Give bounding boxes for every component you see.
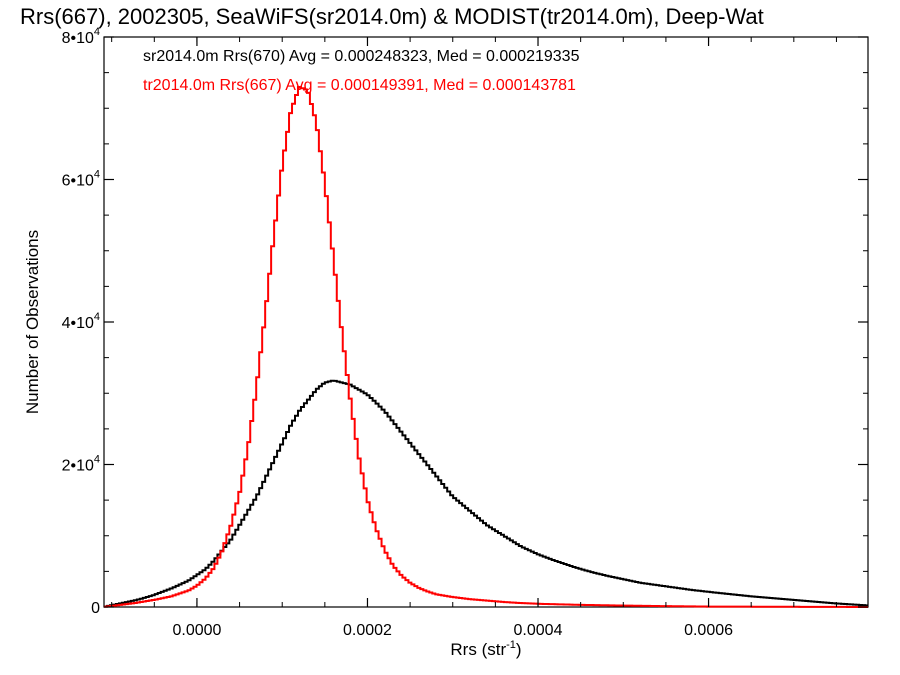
x-tick-label-2: 0.0004	[514, 622, 563, 639]
legend-entry-1: sr2014.0m Rrs(670) Avg = 0.000248323, Me…	[143, 48, 580, 65]
chart-title: Rrs(667), 2002305, SeaWiFS(sr2014.0m) & …	[20, 4, 764, 29]
x-axis-label-exponent: -1	[506, 639, 516, 651]
x-axis-label-main: Rrs (str	[450, 640, 506, 659]
y-tick-label-1: 2•104	[62, 454, 100, 475]
y-tick-label-3: 6•104	[62, 169, 100, 190]
x-tick-label-1: 0.0002	[343, 622, 392, 639]
x-tick-label-3: 0.0006	[684, 622, 733, 639]
x-tick-label-0: 0.0000	[172, 622, 221, 639]
series-line-1	[104, 379, 868, 608]
series-line-2	[104, 85, 868, 608]
plot-area: 0.0000 0.0002 0.0004 0.0006 0 2•104 4•104 6•104…	[62, 26, 869, 639]
y-axis-label: Number of Observations	[23, 230, 42, 414]
y-tick-label-0: 0	[91, 600, 100, 617]
ticks-layer: 0.0000 0.0002 0.0004 0.0006 0 2•104 4•104 6•104…	[62, 26, 868, 639]
y-tick-label-2: 4•104	[62, 311, 100, 332]
plot-frame	[103, 36, 869, 608]
legend-entry-2: tr2014.0m Rrs(667) Avg = 0.000149391, Me…	[143, 77, 576, 94]
y-tick-label-4: 8•104	[62, 26, 100, 47]
x-axis-label: Rrs (str-1)	[450, 639, 521, 659]
x-axis-label-close: )	[516, 640, 522, 659]
series-layer	[104, 85, 868, 608]
